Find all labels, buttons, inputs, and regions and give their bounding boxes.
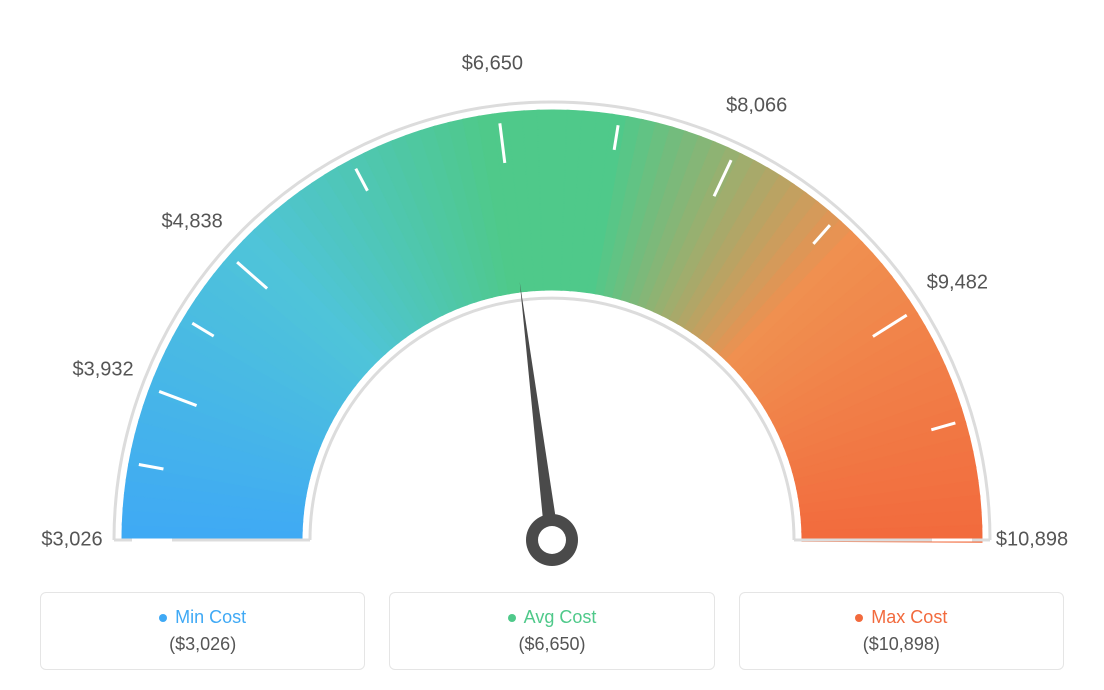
legend-card-max: Max Cost ($10,898) bbox=[739, 592, 1064, 670]
gauge-chart-container: $3,026 $3,932 $4,838 $6,650 $8,066 $9,482 $10,… bbox=[0, 0, 1104, 690]
tick-label: $8,066 bbox=[726, 94, 787, 117]
legend-card-avg: Avg Cost ($6,650) bbox=[389, 592, 714, 670]
legend-label-avg-text: Avg Cost bbox=[524, 607, 597, 627]
legend-label-max: Max Cost bbox=[750, 607, 1053, 628]
legend-row: Min Cost ($3,026) Avg Cost ($6,650) Max … bbox=[40, 592, 1064, 670]
legend-label-max-text: Max Cost bbox=[871, 607, 947, 627]
legend-value-min: ($3,026) bbox=[51, 634, 354, 655]
dot-avg bbox=[508, 614, 516, 622]
tick-label: $3,026 bbox=[41, 529, 102, 552]
tick-label: $4,838 bbox=[162, 211, 223, 234]
legend-value-avg: ($6,650) bbox=[400, 634, 703, 655]
dot-min bbox=[159, 614, 167, 622]
dot-max bbox=[855, 614, 863, 622]
tick-label: $3,932 bbox=[72, 359, 133, 382]
legend-label-min: Min Cost bbox=[51, 607, 354, 628]
tick-label: $6,650 bbox=[462, 52, 523, 75]
legend-label-avg: Avg Cost bbox=[400, 607, 703, 628]
legend-card-min: Min Cost ($3,026) bbox=[40, 592, 365, 670]
legend-value-max: ($10,898) bbox=[750, 634, 1053, 655]
legend-label-min-text: Min Cost bbox=[175, 607, 246, 627]
gauge-area: $3,026 $3,932 $4,838 $6,650 $8,066 $9,482 $10,… bbox=[0, 10, 1104, 570]
tick-label: $9,482 bbox=[927, 271, 988, 294]
tick-label: $10,898 bbox=[996, 529, 1068, 552]
